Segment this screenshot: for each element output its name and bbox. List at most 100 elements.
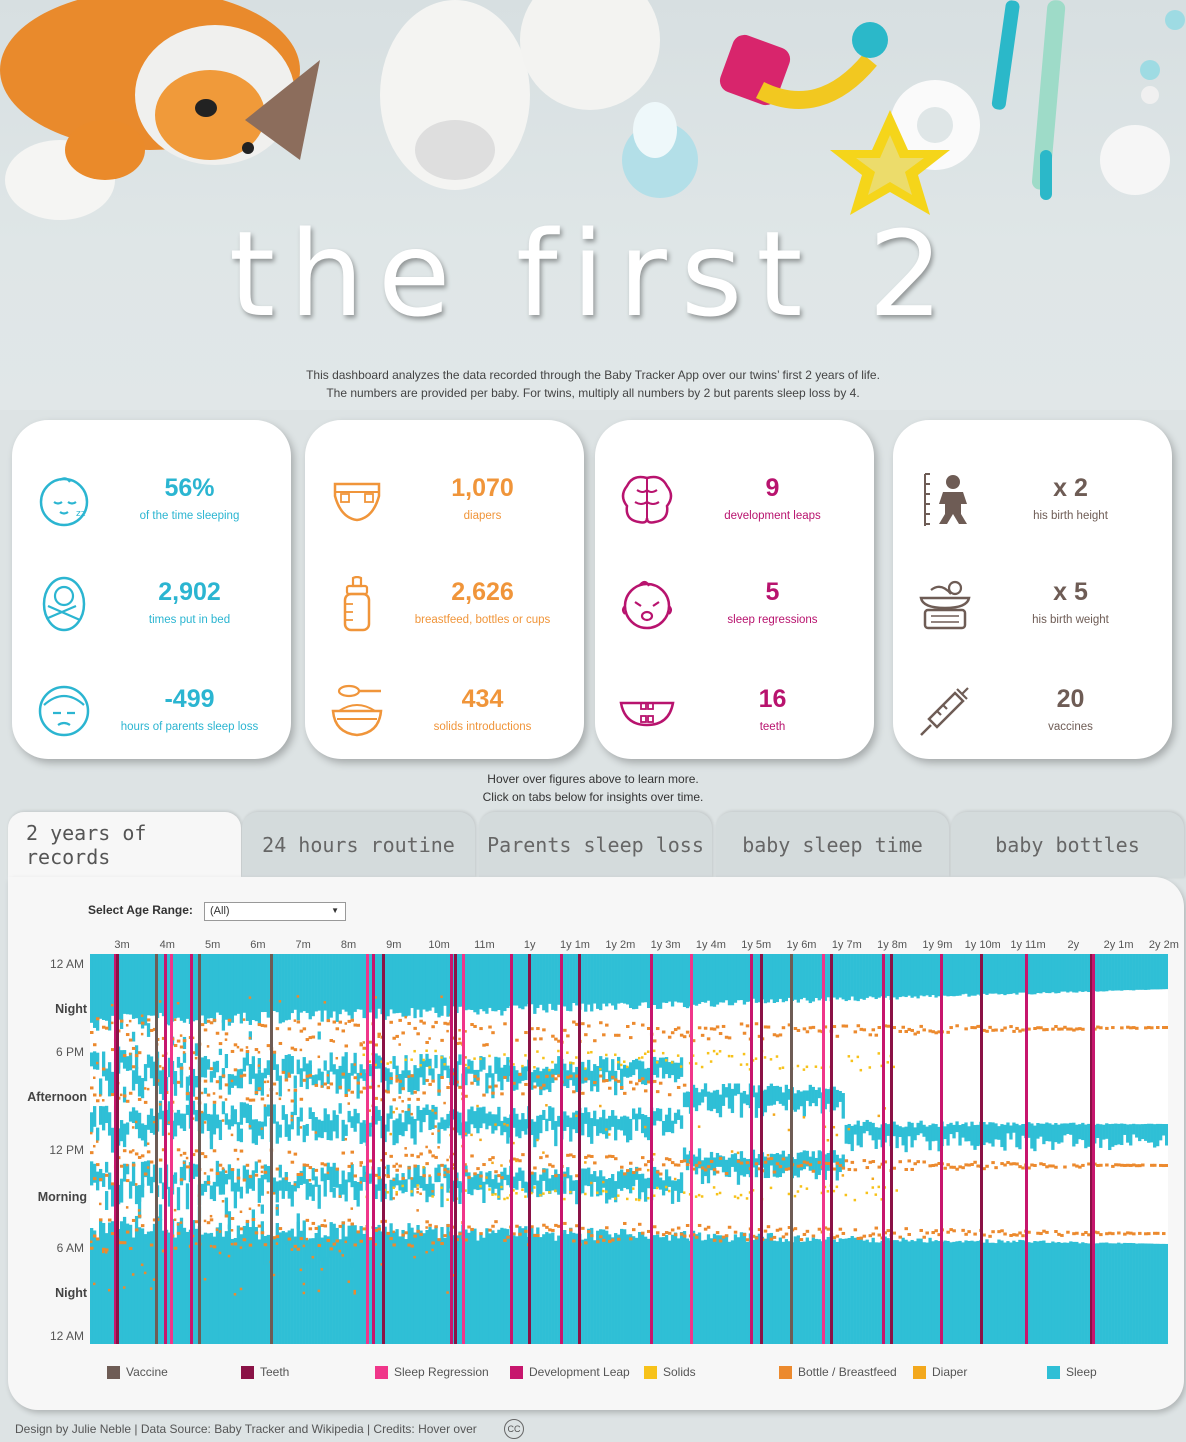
- bottle-mark: [892, 1166, 897, 1170]
- sleep-block: [970, 954, 974, 996]
- tab-baby-bottles[interactable]: baby bottles: [951, 812, 1184, 878]
- solids-mark: [554, 1189, 557, 1193]
- bottle-mark: [200, 1152, 205, 1156]
- sleep-block: [194, 1043, 199, 1056]
- age-range-select[interactable]: (All) ▼: [204, 902, 346, 921]
- bottle-mark: [1039, 1026, 1043, 1030]
- legend-solids[interactable]: Solids: [644, 1365, 696, 1379]
- sleep-block: [143, 1161, 148, 1178]
- bottle-mark: [260, 1165, 265, 1169]
- records-heatmap[interactable]: [90, 954, 1168, 1344]
- kpi-weight[interactable]: x 5 his birth weight: [893, 564, 1172, 654]
- sleep-block: [278, 1075, 282, 1097]
- sleep-block: [344, 1052, 348, 1070]
- sleep-block: [602, 1059, 606, 1082]
- kpi-bottles[interactable]: 2,626 breastfeed, bottles or cups: [305, 564, 584, 654]
- kpi-value: 2,626: [451, 578, 514, 606]
- crying-baby-icon: [622, 580, 672, 630]
- legend-development-leap[interactable]: Development Leap: [510, 1365, 630, 1379]
- kpi-time-sleeping[interactable]: zz 56% of the time sleeping: [12, 460, 291, 550]
- sleep-block: [802, 954, 806, 998]
- bottle-mark: [617, 1237, 621, 1241]
- bottle-mark: [221, 1119, 225, 1122]
- bottle-mark: [110, 1048, 115, 1052]
- sleep-block: [395, 1173, 399, 1186]
- sleep-block: [374, 1053, 378, 1069]
- sleep-block: [1114, 954, 1118, 991]
- bottle-mark: [338, 1224, 343, 1228]
- kpi-development-leaps[interactable]: 9 development leaps: [595, 460, 874, 550]
- sleep-block: [227, 1119, 232, 1130]
- legend-diaper[interactable]: Diaper: [913, 1365, 967, 1379]
- bottle-mark: [323, 1219, 327, 1222]
- tab-baby-sleep-time[interactable]: baby sleep time: [716, 812, 949, 878]
- sleep-block: [1132, 1243, 1136, 1344]
- sleep-block: [281, 1177, 285, 1199]
- bottle-mark: [137, 1155, 142, 1159]
- sleep-block: [407, 1104, 411, 1125]
- tab-2-years-of-records[interactable]: 2 years of records: [8, 812, 241, 878]
- sleep-block: [596, 1119, 600, 1136]
- bottle-mark: [224, 1098, 228, 1101]
- bottle-mark: [437, 1172, 441, 1176]
- bottle-mark: [176, 1080, 181, 1084]
- kpi-parents-sleep-loss[interactable]: -499 hours of parents sleep loss: [12, 671, 291, 761]
- bottle-mark: [934, 1031, 938, 1035]
- bottle-mark: [673, 1028, 678, 1032]
- legend-sleep[interactable]: Sleep: [1047, 1365, 1097, 1379]
- legend-sleep-regression[interactable]: Sleep Regression: [375, 1365, 489, 1379]
- bottle-mark: [712, 1027, 717, 1031]
- diaper-mark: [835, 1133, 839, 1137]
- tab-24-hours-routine[interactable]: 24 hours routine: [242, 812, 475, 878]
- sleep-block: [299, 1107, 303, 1122]
- kpi-sleep-regressions[interactable]: 5 sleep regressions: [595, 564, 874, 654]
- kpi-teeth[interactable]: 16 teeth: [595, 671, 874, 761]
- sleep-block: [814, 954, 818, 999]
- sleep-block: [1036, 1241, 1040, 1344]
- sleep-block: [200, 1183, 205, 1196]
- sleep-block: [413, 1118, 417, 1145]
- creative-commons-icon[interactable]: CC: [504, 1419, 524, 1439]
- sleep-block: [1102, 954, 1106, 992]
- sleep-block: [230, 1168, 235, 1192]
- bottle-mark: [1051, 1027, 1055, 1031]
- kpi-height[interactable]: x 2 his birth height: [893, 460, 1172, 550]
- solids-mark: [631, 1187, 635, 1190]
- bottle-mark: [122, 1054, 127, 1058]
- bottle-mark: [272, 1236, 277, 1240]
- tab-parents-sleep-loss[interactable]: Parents sleep loss: [479, 812, 712, 878]
- event-line: [940, 954, 943, 1344]
- sleep-block: [167, 1101, 172, 1119]
- bottle-mark: [853, 1030, 858, 1034]
- kpi-solids[interactable]: 434 solids introductions: [305, 671, 584, 761]
- bottle-mark: [308, 1166, 313, 1170]
- sleep-block: [1120, 1123, 1124, 1146]
- bottle-mark: [338, 1195, 342, 1198]
- solids-mark: [691, 1054, 695, 1057]
- sleep-block: [266, 954, 270, 1018]
- bottle-mark: [575, 1074, 579, 1078]
- kpi-diapers[interactable]: 1,070 diapers: [305, 460, 584, 550]
- legend-vaccine[interactable]: Vaccine: [107, 1365, 168, 1379]
- hover-hint: Hover over figures above to learn more. …: [0, 770, 1186, 806]
- kpi-vaccines[interactable]: 20 vaccines: [893, 671, 1172, 761]
- bottle-mark: [143, 1087, 147, 1090]
- bottle-mark: [437, 1238, 441, 1242]
- legend-bottle-breastfeed[interactable]: Bottle / Breastfeed: [779, 1365, 897, 1379]
- sleep-block: [413, 1065, 417, 1091]
- solids-mark: [715, 1052, 719, 1056]
- bottle-mark: [290, 1248, 294, 1251]
- kpi-times-in-bed[interactable]: 2,902 times put in bed: [12, 564, 291, 654]
- bottle-mark: [368, 1040, 372, 1044]
- bottle-mark: [401, 1100, 404, 1103]
- bottle-mark: [476, 1077, 480, 1081]
- bottle-mark: [344, 1094, 349, 1098]
- bottle-mark: [272, 1273, 276, 1277]
- bottle-mark: [536, 1234, 540, 1238]
- bottle-mark: [119, 1019, 124, 1023]
- legend-teeth[interactable]: Teeth: [241, 1365, 289, 1379]
- bottle-mark: [299, 1048, 303, 1052]
- sleep-block: [772, 1086, 777, 1105]
- bottle-mark: [191, 1051, 196, 1055]
- solids-mark: [587, 1051, 590, 1054]
